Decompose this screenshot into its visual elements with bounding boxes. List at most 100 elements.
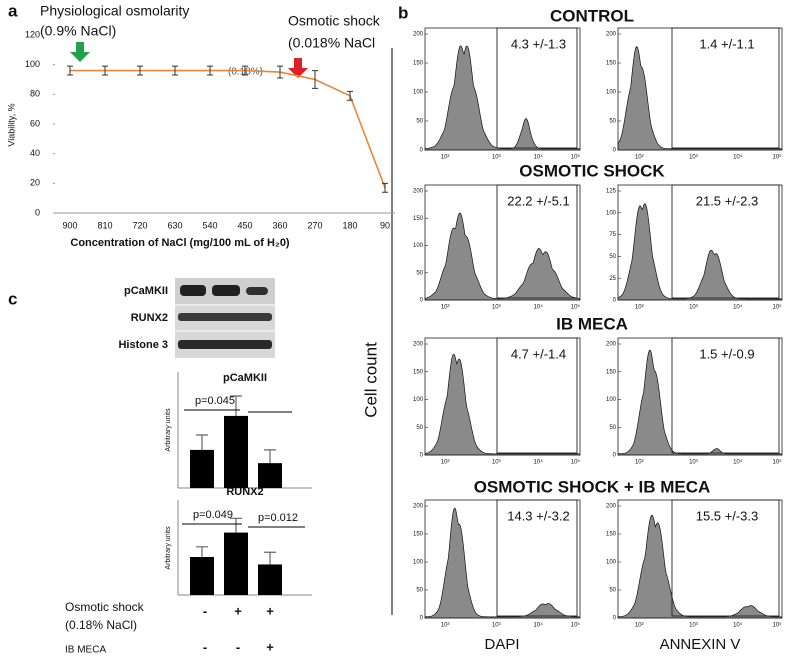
western-blot [175,278,275,358]
x-tick-label: 10² [441,623,450,629]
y-tick-label: 50 [416,119,423,125]
gate [496,184,578,299]
blot-label: RUNX2 [131,312,168,324]
annotation: (0.9% NaCl) [40,23,116,39]
y-axis-label: Arbitrary units [165,408,172,452]
error-bar [196,434,208,450]
x-tick-label: 360 [272,220,287,230]
x-axis-label: DAPI [484,636,519,653]
y-tick-label: 50 [416,588,423,594]
chart-title: RUNX2 [226,486,263,498]
panel-label: b [398,3,408,22]
condition-sign: - [203,603,207,618]
y-tick-label: 100 [413,397,424,403]
gate-value: 22.2 +/-5.1 [507,193,570,208]
y-tick-label: 200 [413,189,424,195]
x-tick-label: 10³ [689,155,698,161]
x-tick-label: 10² [635,623,644,629]
error-bar [277,65,283,79]
error-bar [207,65,213,76]
bar [258,564,282,595]
red-arrow [288,58,308,78]
p-value: p=0.012 [258,512,298,524]
bar [224,532,248,595]
x-tick-label: 10⁵ [772,622,782,629]
histogram [424,507,581,619]
y-tick-label: 200 [606,342,617,348]
y-tick-label: 40 [30,148,40,158]
gate-value: 4.3 +/-1.3 [511,36,566,51]
x-tick-label: 10³ [689,305,698,311]
y-tick-label: 0 [35,207,40,217]
x-tick-label: 10⁵ [772,304,782,311]
chart-title: pCaMKII [223,372,267,384]
blot-label: Histone 3 [118,339,168,351]
error-bar [67,65,73,76]
error-bar [230,395,242,416]
x-tick-label: 10⁴ [534,459,544,466]
y-tick-label: 0 [420,453,424,459]
error-bar [102,65,108,76]
x-tick-label: 90 [380,220,390,230]
x-tick-label: 10³ [492,623,501,629]
x-tick-label: 810 [97,220,112,230]
y-tick-label: 0 [420,298,424,304]
y-axis-label: Arbitrary units [165,526,172,570]
x-tick-label: 10⁴ [733,304,743,311]
annotation: Osmotic shock [288,13,381,29]
x-tick-label: 10² [635,305,644,311]
condition-label: Osmotic shock [65,600,145,614]
y-tick-label: 150 [413,532,424,538]
x-tick-label: 10⁵ [772,459,782,466]
y-tick-label: 20 [30,178,40,188]
x-tick-label: 10² [441,305,450,311]
x-tick-label: 10⁵ [571,459,581,466]
x-axis-label: ANNEXIN V [660,636,741,653]
x-tick-label: 720 [132,220,147,230]
row-title: OSMOTIC SHOCK [519,161,665,180]
x-tick-label: 450 [237,220,252,230]
p-value: p=0.045 [195,395,235,407]
gate [671,337,780,454]
error-bar [137,65,143,76]
y-tick-label: 50 [609,425,616,431]
y-tick-label: 100 [606,397,617,403]
x-tick-label: 10⁴ [534,304,544,311]
row-title: OSMOTIC SHOCK + IB MECA [474,477,711,496]
panel-label: a [8,1,18,20]
gate [496,499,578,617]
y-tick-label: 60 [30,118,40,128]
annotation: (0.018% NaCl [288,35,375,51]
gate-value: 14.3 +/-3.2 [507,508,570,523]
x-tick-label: 10⁵ [772,154,782,161]
y-tick-label: 0 [420,616,424,622]
x-axis-label: Concentration of NaCl (mg/100 mL of H₂0) [70,237,290,249]
error-bar [264,551,276,565]
y-tick-label: 50 [416,270,423,276]
annotation: Physiological osmolarity [40,3,189,19]
panel-label: c [8,289,17,308]
condition-sign: - [203,639,207,654]
y-tick-label: 0 [420,148,424,154]
bar [190,449,214,488]
y-tick-label: 100 [606,560,617,566]
gate-value: 4.7 +/-1.4 [511,346,566,361]
x-tick-label: 10⁴ [733,622,743,629]
x-tick-label: 270 [307,220,322,230]
annotation: (0.18%) [228,67,263,78]
y-tick-label: 100 [606,90,617,96]
error-bar [382,182,388,193]
y-tick-label: 200 [413,32,424,38]
gate [671,499,780,617]
histogram [617,203,783,301]
y-tick-label: 125 [606,189,617,195]
condition-sign: + [266,603,274,618]
y-tick-label: 100 [413,90,424,96]
x-tick-label: 10³ [689,460,698,466]
error-bar [347,90,353,101]
bar [190,557,214,595]
x-tick-label: 10² [441,460,450,466]
x-tick-label: 10³ [492,305,501,311]
y-tick-label: 0 [613,148,617,154]
y-tick-label: 50 [609,588,616,594]
